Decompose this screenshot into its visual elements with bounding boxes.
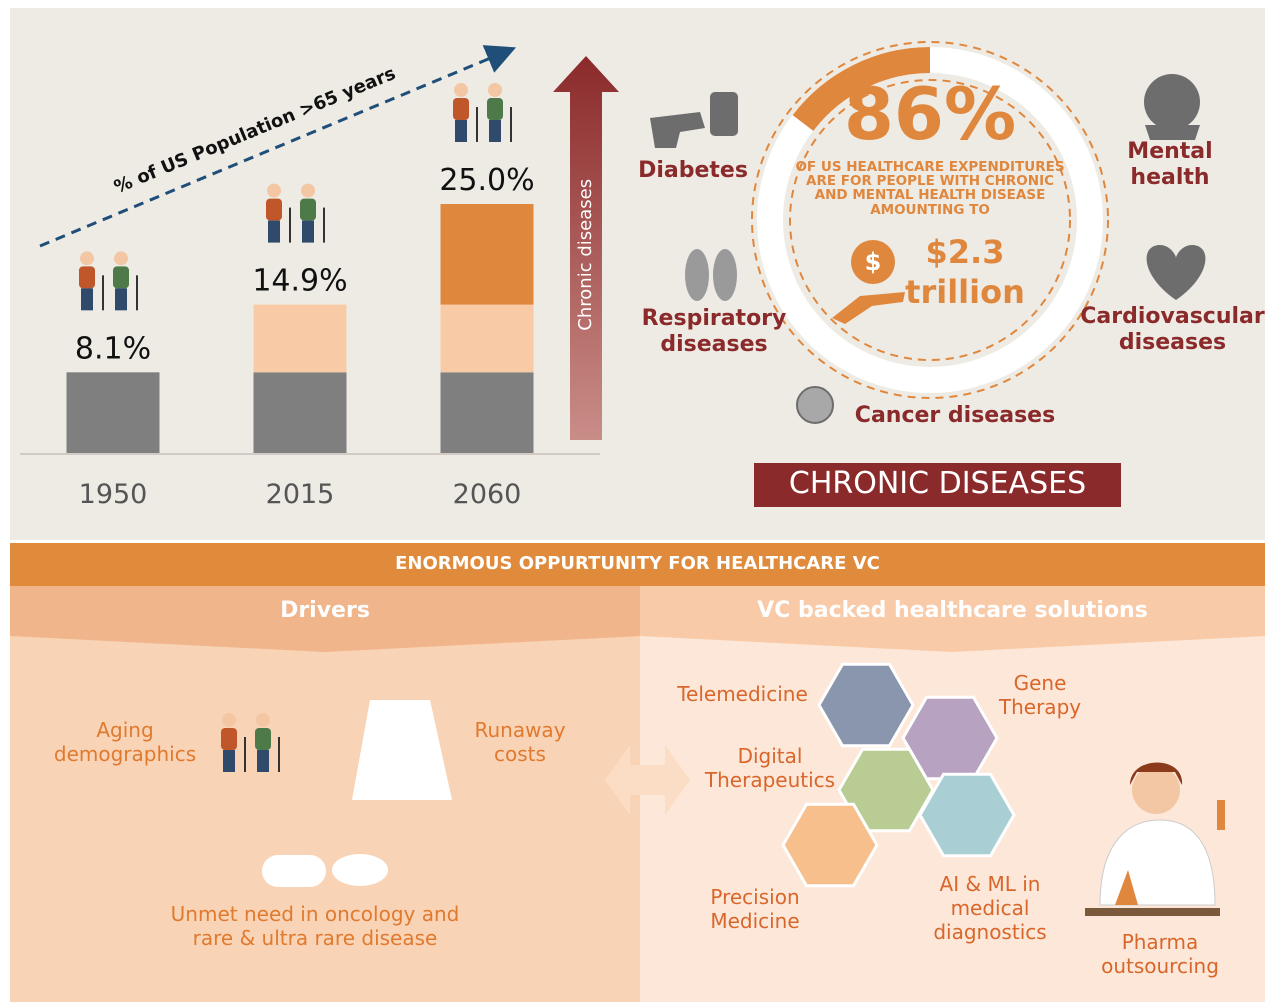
cancer-icon: [797, 387, 833, 423]
legs: [268, 221, 280, 243]
drivers-title: Drivers: [10, 598, 640, 624]
solutions-title: VC backed healthcare solutions: [640, 598, 1265, 624]
total-label: 8.1%: [75, 331, 151, 366]
head: [80, 251, 94, 265]
lung-left: [685, 249, 709, 301]
x-tick-label: 2060: [453, 479, 522, 510]
solution-label: Telemedicine: [660, 682, 825, 706]
bar-segment: [254, 372, 347, 453]
legs: [455, 120, 467, 142]
driver-label: Unmet need in oncology and rare & ultra …: [150, 902, 480, 950]
head: [454, 83, 468, 97]
coin-symbol: $: [865, 248, 882, 276]
head: [301, 184, 315, 198]
driver-label: Aging demographics: [45, 718, 205, 766]
bar-segment: [254, 305, 347, 373]
mental-icon-neck: [1145, 125, 1200, 140]
infographic: $ 8.1%195014.9%201525.0%2060 % of US Pop…: [0, 0, 1265, 1002]
section-title: CHRONIC DISEASES: [754, 466, 1121, 502]
torso: [221, 728, 237, 750]
head: [114, 251, 128, 265]
disease-label: Cardiovascular diseases: [1080, 304, 1265, 357]
table: [1085, 908, 1220, 916]
solution-label: Digital Therapeutics: [695, 744, 845, 792]
solution-label: Gene Therapy: [990, 671, 1090, 719]
solution-label: Precision Medicine: [690, 885, 820, 933]
disease-label: Mental health: [1120, 139, 1220, 192]
amount: $2.3: [905, 236, 1025, 268]
stat-text: OF US HEALTHCARE EXPENDITURES ARE FOR PE…: [792, 160, 1068, 217]
mental-icon: [1144, 74, 1200, 130]
legs: [81, 288, 93, 310]
test-tube: [1217, 800, 1225, 830]
head: [222, 713, 236, 727]
arrow-label: Chronic diseases: [575, 155, 597, 355]
head: [256, 713, 270, 727]
face: [1132, 766, 1180, 814]
disease-label: Respiratory diseases: [634, 306, 794, 359]
legs: [223, 750, 235, 772]
legs: [302, 221, 314, 243]
meter-icon: [710, 92, 738, 136]
torso: [255, 728, 271, 750]
solution-label: Pharma outsourcing: [1085, 930, 1235, 978]
stat: 86%: [830, 78, 1030, 150]
bar-segment: [67, 372, 160, 453]
torso: [113, 266, 129, 288]
disease-label: Cancer diseases: [845, 403, 1065, 429]
torso: [453, 98, 469, 120]
lung-right: [713, 249, 737, 301]
bar-segment: [441, 372, 534, 453]
bacteria-icon: [332, 854, 388, 886]
total-label: 25.0%: [439, 163, 534, 198]
pill-icon: [262, 855, 326, 887]
banner-title: ENORMOUS OPPURTUNITY FOR HEALTHCARE VC: [10, 553, 1265, 575]
bar-segment: [441, 305, 534, 373]
bar-segment: [441, 204, 534, 305]
torso: [300, 199, 316, 221]
amount-unit: trillion: [895, 276, 1035, 308]
head: [488, 83, 502, 97]
solution-label: AI & ML in medical diagnostics: [915, 872, 1065, 944]
torso: [487, 98, 503, 120]
torso: [266, 199, 282, 221]
legs: [257, 750, 269, 772]
legs: [115, 288, 127, 310]
disease-label: Diabetes: [633, 158, 753, 184]
total-label: 14.9%: [252, 264, 347, 299]
head: [267, 184, 281, 198]
x-tick-label: 1950: [79, 479, 148, 510]
x-tick-label: 2015: [266, 479, 335, 510]
legs: [489, 120, 501, 142]
driver-label: Runaway costs: [465, 718, 575, 766]
torso: [79, 266, 95, 288]
